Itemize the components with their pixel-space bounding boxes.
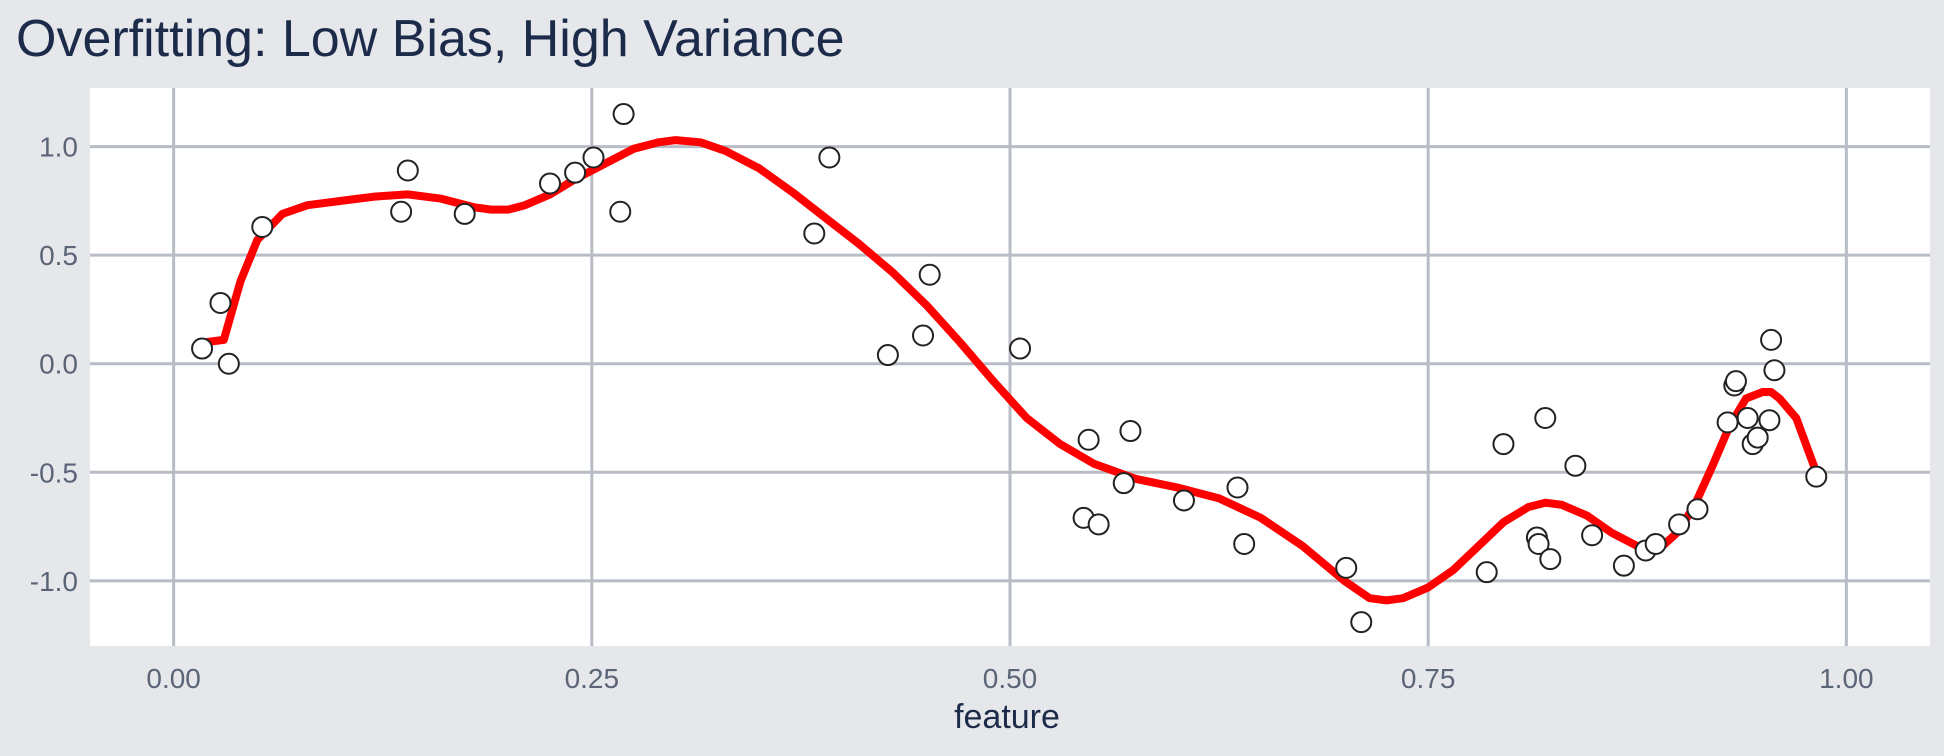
data-point	[1009, 337, 1032, 360]
data-point	[1724, 370, 1747, 393]
data-point	[1668, 513, 1691, 536]
data-point	[251, 215, 274, 238]
data-point	[1492, 433, 1515, 456]
data-point	[1077, 428, 1100, 451]
data-point	[1736, 407, 1759, 430]
data-point	[912, 324, 935, 347]
data-point	[217, 352, 240, 375]
data-points	[191, 103, 1828, 634]
data-point	[1686, 498, 1709, 521]
data-point	[582, 146, 605, 169]
x-tick-label: 0.25	[565, 663, 620, 694]
x-gridlines	[172, 88, 1848, 646]
y-tick-label: 0.0	[39, 349, 78, 380]
data-point	[1226, 476, 1249, 499]
data-point	[396, 159, 419, 182]
y-tick-labels: 1.0 0.5 0.0 -0.5 -1.0	[30, 132, 78, 597]
data-point	[1760, 328, 1783, 351]
x-tick-labels: 0.00 0.25 0.50 0.75 1.00	[146, 663, 1873, 694]
data-point	[1350, 611, 1373, 634]
data-point	[1527, 532, 1550, 555]
data-point	[1805, 465, 1828, 488]
y-tick-label: 0.5	[39, 240, 78, 271]
data-point	[390, 200, 413, 223]
data-point	[609, 200, 632, 223]
data-point	[818, 146, 841, 169]
data-point	[1475, 561, 1498, 584]
data-point	[1112, 472, 1135, 495]
data-point	[1581, 524, 1604, 547]
data-point	[876, 344, 899, 367]
data-point	[1119, 420, 1142, 443]
data-point	[612, 103, 635, 126]
y-gridlines	[90, 145, 1930, 583]
x-axis-title: feature	[954, 698, 1060, 736]
data-point	[1335, 556, 1358, 579]
data-point	[564, 161, 587, 184]
data-point	[1172, 489, 1195, 512]
y-tick-label: 1.0	[39, 132, 78, 163]
data-point	[1564, 454, 1587, 477]
data-point	[803, 222, 826, 245]
data-point	[1087, 513, 1110, 536]
data-point	[1233, 532, 1256, 555]
x-tick-label: 0.50	[983, 663, 1038, 694]
data-point	[1612, 554, 1635, 577]
y-tick-label: -1.0	[30, 566, 78, 597]
data-point	[191, 337, 214, 360]
data-point	[1534, 407, 1557, 430]
chart-title: Overfitting: Low Bias, High Variance	[16, 10, 845, 68]
data-point	[209, 291, 232, 314]
data-point	[453, 202, 476, 225]
y-tick-label: -0.5	[30, 457, 78, 488]
x-tick-label: 0.75	[1401, 663, 1456, 694]
data-point	[1758, 409, 1781, 432]
data-point	[1539, 548, 1562, 571]
x-tick-label: 1.00	[1819, 663, 1874, 694]
data-point	[1763, 359, 1786, 382]
x-tick-label: 0.00	[146, 663, 201, 694]
data-point	[1746, 426, 1769, 449]
data-point	[918, 263, 941, 286]
data-point	[539, 172, 561, 195]
data-point	[1644, 532, 1667, 555]
data-point	[1716, 411, 1739, 434]
